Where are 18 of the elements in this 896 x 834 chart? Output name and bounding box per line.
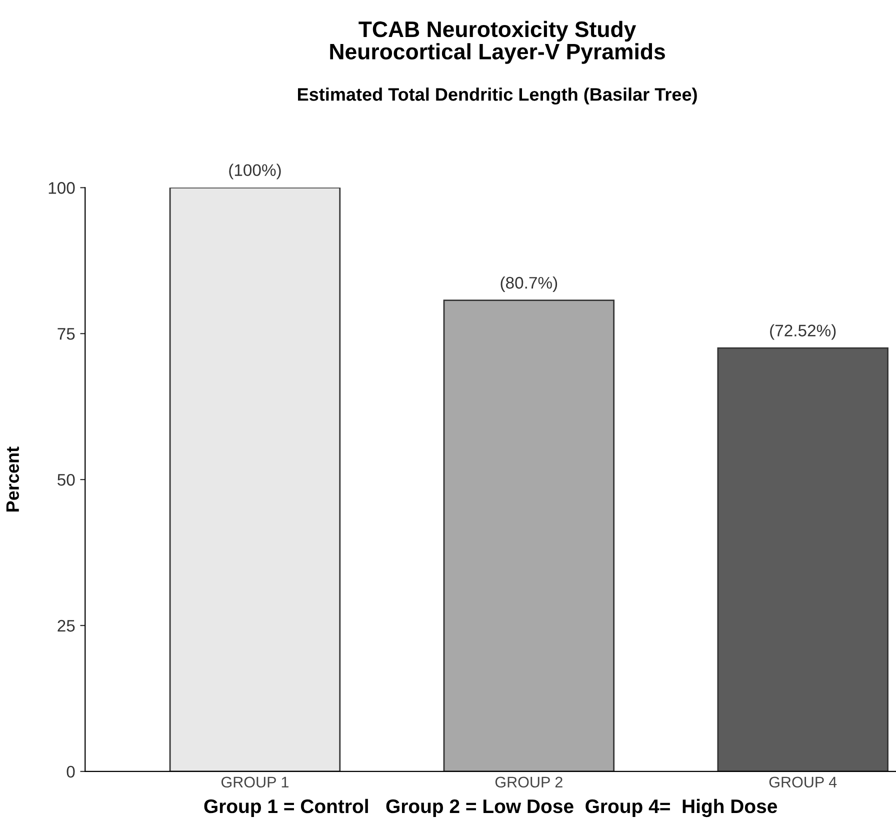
x-tick-label: GROUP 2 — [495, 776, 562, 788]
y-tick-label: 100 — [48, 182, 75, 194]
y-axis-title: Percent — [6, 446, 20, 512]
chart-subtitle: Estimated Total Dendritic Length (Basilar Tree) — [298, 88, 697, 104]
y-tick-label: 25 — [58, 620, 75, 632]
y-tick-label: 0 — [66, 766, 75, 778]
chart-title: TCAB Neurotoxicity Study Neurocortical Layer-V Pyramids — [330, 20, 665, 64]
data-label: (72.52%) — [770, 324, 836, 340]
bar — [717, 347, 888, 772]
y-tick-label: 50 — [58, 474, 75, 486]
x-tick-label: GROUP 1 — [221, 776, 288, 788]
x-tick-label: GROUP 4 — [769, 776, 837, 788]
data-label: (80.7%) — [500, 276, 558, 292]
bar — [169, 188, 341, 772]
x-axis-title: Group 1 = Control Group 2 = Low Dose Group 4= High Dose — [204, 798, 778, 818]
y-tick-label: 75 — [58, 328, 75, 340]
bar — [443, 300, 615, 772]
data-label: (100%) — [229, 164, 281, 180]
